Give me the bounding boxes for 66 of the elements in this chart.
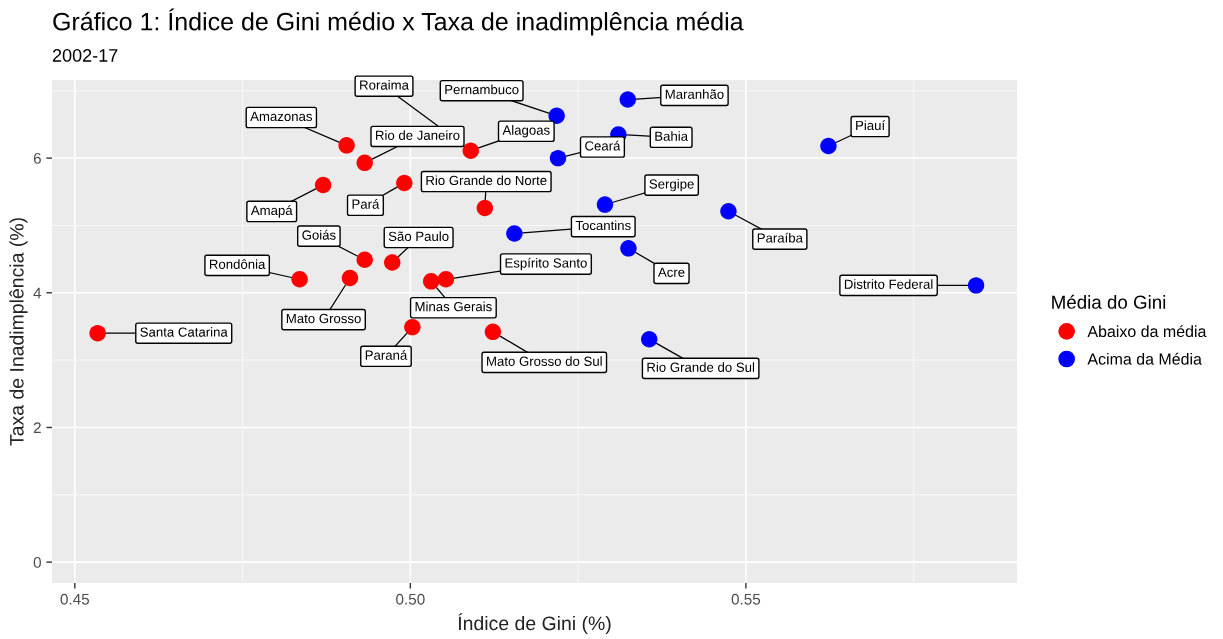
point (549, 149, 567, 167)
annotation: Amapá (250, 205, 293, 218)
point (462, 142, 479, 159)
point (820, 137, 837, 155)
point (596, 196, 614, 213)
annotation: Pernambuco (445, 84, 519, 95)
annotation: Acre (657, 267, 685, 277)
point (422, 273, 440, 290)
annotation: Goiás (302, 229, 336, 240)
annotation: Espírito Santo (505, 257, 587, 271)
point (314, 176, 332, 194)
annotation: Tocantins (575, 220, 631, 231)
y-tick-label: 2 (33, 422, 41, 433)
point (437, 271, 455, 288)
x-tick-label: 0.55 (731, 593, 761, 605)
annotation: Alagoas (502, 125, 550, 138)
y-tick-label: 6 (33, 152, 41, 164)
point (356, 251, 373, 268)
point (341, 269, 359, 287)
annotation: Ceará (585, 140, 621, 151)
point (338, 137, 355, 154)
point (476, 199, 494, 217)
point (506, 225, 523, 242)
point (384, 254, 401, 271)
point (619, 91, 636, 108)
point (404, 318, 421, 336)
annotation: Rio de Janeiro (376, 130, 460, 140)
point (620, 240, 637, 257)
x-axis-title: Índice de Gini (%) (458, 613, 611, 635)
annotation: Mato Grosso (286, 313, 361, 324)
annotation: Sergipe (649, 178, 694, 192)
annotation: Santa Catarina (140, 327, 228, 337)
x-tick-label: 0.50 (396, 593, 425, 605)
annotation: Distrito Federal (844, 279, 933, 289)
annotation: Piauí (856, 120, 886, 131)
annotation: Paraíba (757, 232, 803, 243)
annotation: Amazonas (250, 111, 313, 122)
annotation: Paraná (365, 349, 408, 360)
annotation: Roraima (360, 80, 409, 90)
point (967, 277, 985, 294)
legend-label: Abaixo da média (1087, 325, 1207, 338)
chart-subtitle: 2002-17 (52, 49, 118, 62)
point (720, 203, 737, 220)
annotation: Rio Grande do Sul (647, 362, 755, 372)
annotation: Bahia (655, 131, 689, 141)
legend-title: Média do Gini (1052, 294, 1166, 309)
y-axis-title: Taxa de Inadimplência (%) (9, 218, 28, 446)
annotation: Mato Grosso do Sul (487, 356, 602, 366)
legend-label: Acima da Média (1087, 352, 1202, 365)
annotation: Maranhão (665, 89, 724, 99)
chart-title: Gráfico 1: Índice de Gini médio x Taxa de inadimplência média (53, 8, 744, 36)
annotation: Rondônia (209, 259, 266, 269)
annotation: Minas Gerais (415, 301, 492, 312)
point (548, 107, 565, 124)
y-tick-label: 4 (33, 287, 42, 299)
point (641, 331, 658, 348)
annotation: Rio Grande do Norte (426, 175, 547, 186)
y-tick-label: 0 (33, 556, 41, 568)
point (291, 271, 308, 288)
point (356, 154, 373, 172)
annotation: Pará (352, 198, 380, 209)
point (89, 324, 106, 342)
x-tick-label: 0.45 (60, 593, 90, 605)
point (396, 174, 413, 192)
annotation: São Paulo (388, 231, 449, 242)
point (484, 323, 502, 341)
